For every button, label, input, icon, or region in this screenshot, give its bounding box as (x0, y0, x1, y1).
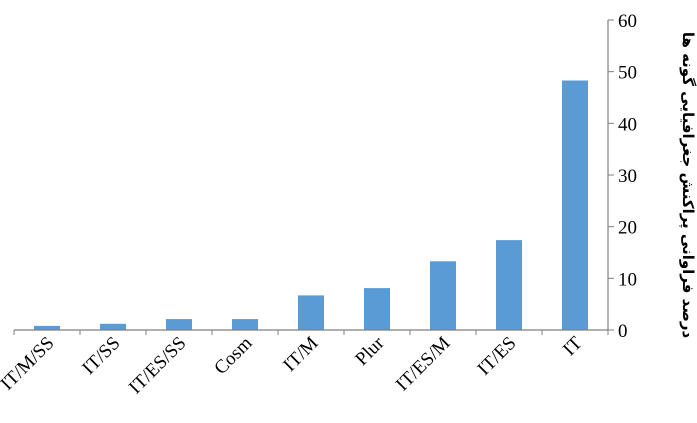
x-tick-label: IT/M/SS (0, 333, 59, 395)
bar-it-es (496, 240, 522, 330)
bar-it (562, 80, 588, 330)
bar-it-ss (100, 323, 126, 330)
x-tick-label: Plur (351, 332, 389, 370)
y-tick-label: 30 (618, 166, 637, 187)
x-tick-label: IT/SS (78, 333, 124, 379)
y-axis-label: درصد فراوانی پراکنش جغرافیایی گونه ها (678, 32, 697, 339)
bar-cosm (232, 319, 258, 330)
bar-it-m-ss (34, 325, 60, 330)
y-tick-label: 40 (618, 114, 637, 135)
x-tick-label: Cosm (210, 333, 256, 379)
y-tick-label: 50 (618, 63, 637, 84)
bar-it-m (298, 295, 324, 330)
y-tick-label: 20 (618, 218, 637, 239)
x-tick-label: IT/ES (474, 333, 521, 380)
y-tick-label: 10 (618, 269, 637, 290)
y-tick-label: 0 (618, 321, 628, 342)
bar-plur (364, 288, 390, 330)
bars-group (34, 80, 588, 330)
bar-it-es-m (430, 261, 456, 330)
x-tick-label: IT/ES/M (392, 333, 455, 396)
x-tick-label: IT/ES/SS (125, 333, 191, 399)
bar-it-es-ss (166, 319, 192, 330)
x-tick-label: IT/M (279, 333, 322, 376)
x-tick-label: IT (559, 332, 587, 360)
y-tick-label: 60 (618, 11, 637, 32)
x-tick-labels: IT/M/SS IT/SS IT/ES/SS Cosm IT/M Plur IT/ES/M I… (0, 330, 609, 399)
y-axis: 0 10 20 30 40 50 60 (607, 11, 637, 342)
